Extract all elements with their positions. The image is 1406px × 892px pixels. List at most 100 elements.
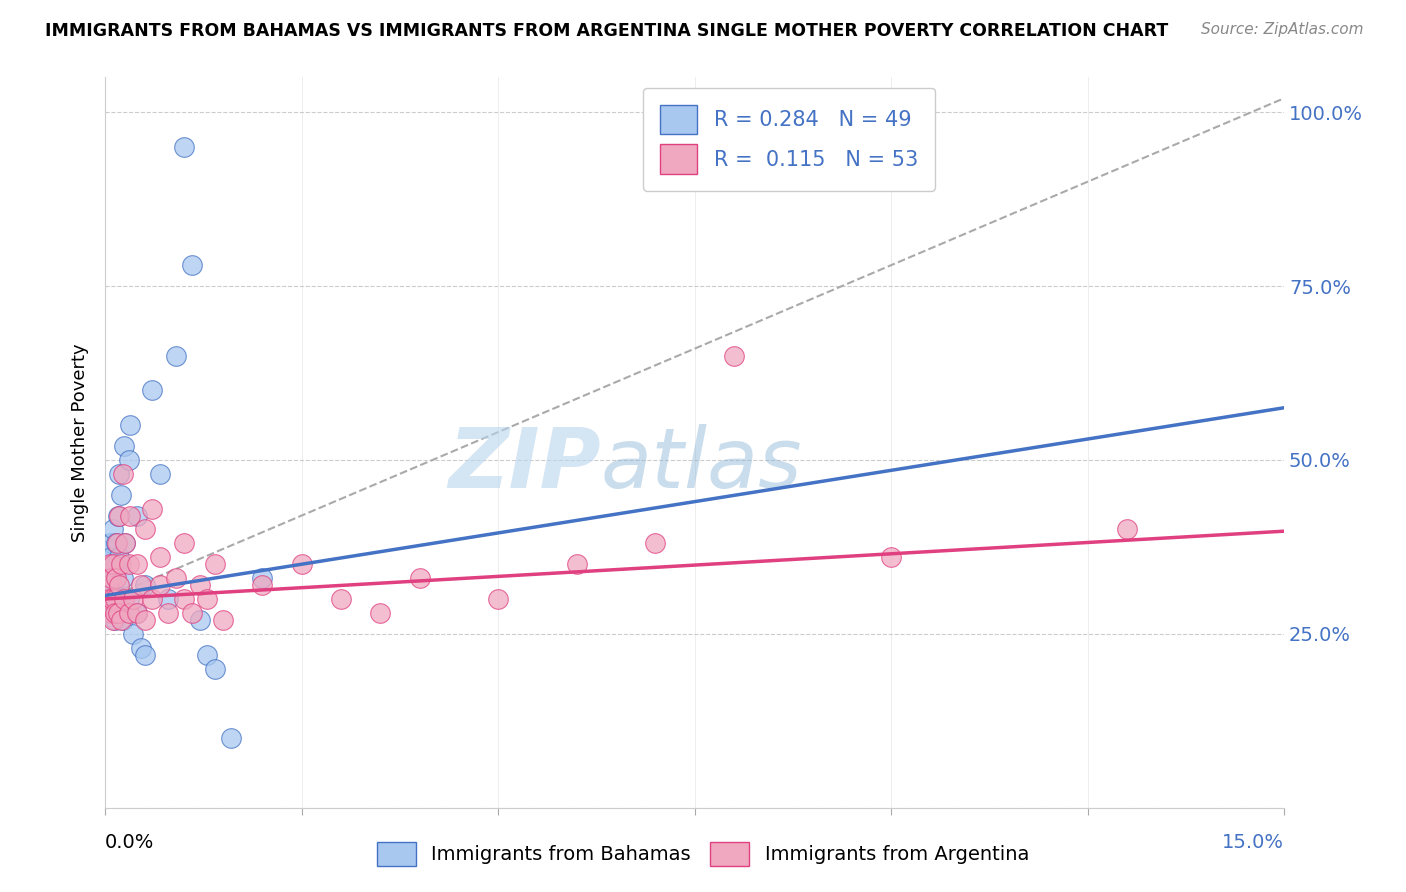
Point [107, 606, 129, 620]
Point [120, 418, 142, 433]
Point [104, 613, 127, 627]
Point [165, 349, 187, 363]
Point [101, 558, 124, 572]
Point [112, 439, 135, 453]
Point [195, 648, 218, 662]
Point [204, 661, 226, 675]
Point [134, 523, 156, 537]
Point [157, 592, 180, 607]
Point [188, 578, 211, 592]
Point [204, 558, 226, 572]
Point [252, 571, 274, 585]
Point [880, 550, 903, 565]
Point [565, 558, 588, 572]
Point [110, 488, 132, 502]
Point [125, 606, 148, 620]
Point [291, 558, 314, 572]
Point [107, 578, 129, 592]
Point [112, 592, 135, 607]
Y-axis label: Single Mother Poverty: Single Mother Poverty [72, 343, 89, 541]
Point [149, 467, 172, 481]
Point [100, 571, 122, 585]
Point [212, 613, 235, 627]
Text: Source: ZipAtlas.com: Source: ZipAtlas.com [1201, 22, 1364, 37]
Point [180, 258, 202, 272]
Point [112, 613, 135, 627]
Point [1115, 523, 1137, 537]
Point [110, 613, 132, 627]
Point [118, 606, 141, 620]
Point [723, 349, 745, 363]
Point [134, 613, 156, 627]
Point [107, 508, 129, 523]
Point [180, 606, 202, 620]
Point [125, 558, 148, 572]
Point [101, 613, 124, 627]
Point [173, 140, 195, 154]
Point [330, 592, 353, 607]
Point [195, 592, 218, 607]
Point [120, 508, 142, 523]
Point [173, 536, 195, 550]
Point [100, 606, 122, 620]
Point [121, 592, 143, 607]
Point [141, 592, 163, 607]
Point [368, 606, 391, 620]
Point [101, 606, 124, 620]
Point [98, 592, 121, 607]
Point [101, 564, 124, 578]
Point [118, 453, 141, 467]
Point [644, 536, 666, 550]
Point [98, 571, 121, 585]
Point [101, 585, 124, 599]
Point [118, 592, 141, 607]
Point [149, 578, 172, 592]
Point [118, 558, 141, 572]
Point [105, 571, 128, 585]
Legend: Immigrants from Bahamas, Immigrants from Argentina: Immigrants from Bahamas, Immigrants from… [368, 834, 1038, 873]
Point [134, 648, 156, 662]
Point [101, 592, 124, 607]
Point [110, 592, 132, 607]
Point [100, 578, 122, 592]
Point [108, 467, 131, 481]
Point [125, 508, 148, 523]
Point [121, 626, 143, 640]
Point [98, 543, 121, 558]
Text: IMMIGRANTS FROM BAHAMAS VS IMMIGRANTS FROM ARGENTINA SINGLE MOTHER POVERTY CORRE: IMMIGRANTS FROM BAHAMAS VS IMMIGRANTS FR… [45, 22, 1168, 40]
Point [114, 536, 136, 550]
Point [134, 578, 156, 592]
Point [107, 606, 129, 620]
Point [105, 558, 128, 572]
Point [101, 523, 124, 537]
Point [149, 550, 172, 565]
Point [100, 592, 122, 607]
Point [111, 467, 134, 481]
Text: 0.0%: 0.0% [105, 833, 155, 852]
Point [104, 558, 127, 572]
Point [108, 550, 131, 565]
Point [108, 508, 131, 523]
Legend: R = 0.284   N = 49, R =  0.115   N = 53: R = 0.284 N = 49, R = 0.115 N = 53 [643, 87, 935, 191]
Point [97, 558, 120, 572]
Point [105, 536, 128, 550]
Point [141, 501, 163, 516]
Point [173, 592, 195, 607]
Text: ZIP: ZIP [447, 424, 600, 505]
Point [129, 640, 152, 655]
Point [105, 592, 128, 607]
Point [104, 606, 127, 620]
Point [98, 558, 121, 572]
Point [188, 613, 211, 627]
Point [219, 731, 242, 745]
Point [408, 571, 430, 585]
Point [125, 606, 148, 620]
Point [105, 536, 128, 550]
Point [105, 571, 128, 585]
Point [110, 558, 132, 572]
Point [252, 578, 274, 592]
Point [104, 592, 127, 607]
Point [157, 606, 180, 620]
Point [97, 578, 120, 592]
Point [486, 592, 509, 607]
